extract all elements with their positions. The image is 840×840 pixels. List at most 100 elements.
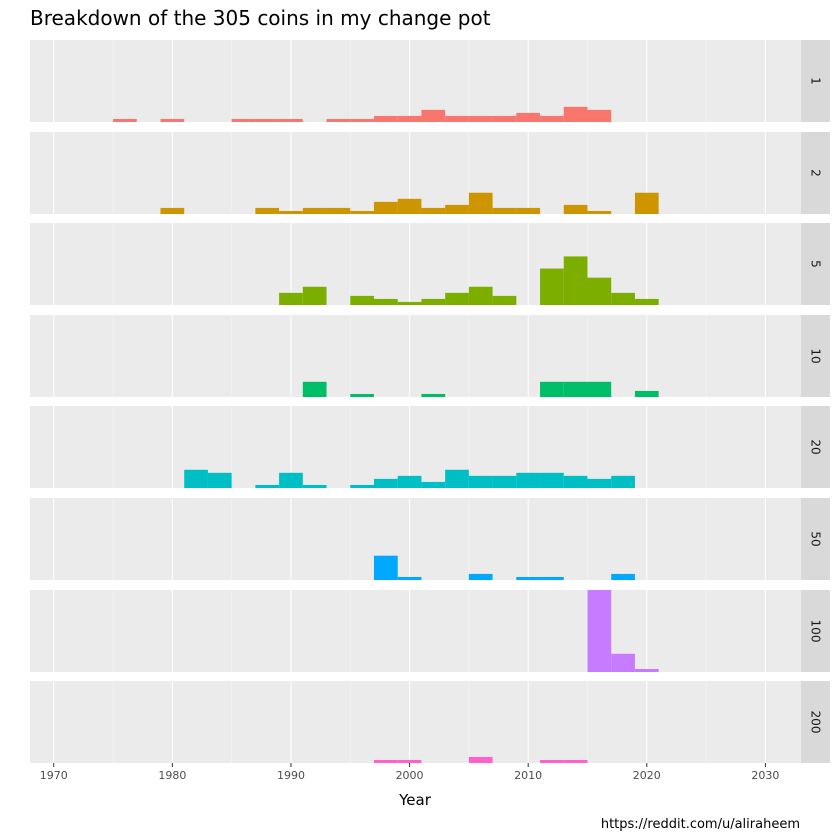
histogram-bar <box>587 277 612 305</box>
chart-title: Breakdown of the 305 coins in my change … <box>30 6 491 30</box>
facet-panel: 20 <box>30 406 830 488</box>
facet-panel: 50 <box>30 498 830 580</box>
facet-strip <box>801 681 830 763</box>
histogram-bar <box>445 115 469 122</box>
histogram-bar <box>421 207 446 214</box>
histogram-bar <box>492 295 517 305</box>
facet-strip <box>801 406 830 488</box>
histogram-bar <box>373 115 398 122</box>
histogram-bar <box>397 301 422 305</box>
histogram-bar <box>540 576 564 580</box>
histogram-bar <box>445 204 469 214</box>
x-tick-label: 1980 <box>158 769 186 782</box>
panel-background <box>30 498 801 580</box>
facet-panel: 5 <box>30 223 830 305</box>
histogram-bar <box>350 484 374 488</box>
panel-background <box>30 406 801 488</box>
histogram-bar <box>468 475 493 488</box>
caption: https://reddit.com/u/aliraheem <box>601 817 800 832</box>
x-tick-label: 1990 <box>277 769 305 782</box>
facet-strip <box>801 315 830 397</box>
facet-strip-label: 100 <box>809 620 823 643</box>
histogram-bar <box>634 298 659 305</box>
histogram-bar <box>634 668 659 672</box>
histogram-bar <box>373 759 398 763</box>
histogram-bar <box>279 472 303 488</box>
histogram-bar <box>516 472 541 488</box>
histogram-bar <box>563 106 588 122</box>
histogram-bar <box>540 472 564 488</box>
histogram-bar <box>540 268 564 305</box>
histogram-bar <box>421 298 446 305</box>
histogram-bar <box>587 210 612 214</box>
histogram-bar <box>397 198 422 214</box>
histogram-bar <box>302 207 327 214</box>
histogram-bar <box>587 109 612 122</box>
histogram-bar <box>397 759 422 763</box>
histogram-bar <box>540 381 564 397</box>
facet-strip-label: 1 <box>809 77 823 85</box>
histogram-bar <box>302 484 327 488</box>
histogram-bar <box>302 381 327 397</box>
facet-strip <box>801 132 830 214</box>
histogram-bar <box>326 118 351 122</box>
histogram-bar <box>113 118 137 122</box>
facet-strip-label: 10 <box>809 348 823 363</box>
histogram-bar <box>634 192 659 214</box>
histogram-bar <box>634 390 659 397</box>
facet-strip-label: 20 <box>809 439 823 454</box>
histogram-bar <box>421 109 446 122</box>
x-tick-label: 2030 <box>751 769 779 782</box>
facet-panel: 2 <box>30 132 830 214</box>
histogram-bar <box>516 207 541 214</box>
histogram-bar <box>540 759 564 763</box>
histogram-bar <box>516 112 541 122</box>
histogram-bar <box>468 192 493 214</box>
histogram-bar <box>611 653 635 672</box>
histogram-bar <box>587 381 612 397</box>
histogram-bar <box>279 210 303 214</box>
histogram-bar <box>468 756 493 763</box>
facet-strip <box>801 223 830 305</box>
facet-panels: 1 2 5 10 20 50 100 200 <box>30 40 830 763</box>
histogram-bar <box>563 204 588 214</box>
panel-background <box>30 681 801 763</box>
histogram-bar <box>587 478 612 488</box>
histogram-bar <box>397 576 422 580</box>
histogram-bar <box>255 484 280 488</box>
histogram-bar <box>207 472 232 488</box>
histogram-bar <box>587 590 612 672</box>
histogram-bar <box>326 207 351 214</box>
histogram-bar <box>255 118 280 122</box>
histogram-bar <box>350 393 374 397</box>
histogram-bar <box>184 469 208 488</box>
x-tick-label: 2010 <box>514 769 542 782</box>
x-tick-label: 2020 <box>633 769 661 782</box>
facet-strip <box>801 590 830 672</box>
panel-background <box>30 590 801 672</box>
histogram-bar <box>563 256 588 305</box>
x-axis-label: Year <box>398 791 432 809</box>
histogram-bar <box>279 292 303 305</box>
x-tick-label: 2000 <box>396 769 424 782</box>
facet-panel: 100 <box>30 590 830 672</box>
histogram-bar <box>468 573 493 580</box>
histogram-bar <box>373 555 398 580</box>
histogram-bar <box>160 118 185 122</box>
histogram-bar <box>611 573 635 580</box>
histogram-bar <box>373 298 398 305</box>
x-axis: 1970 1980 1990 2000 2010 2020 2030 <box>40 763 779 782</box>
histogram-bar <box>397 115 422 122</box>
histogram-bar <box>350 118 374 122</box>
histogram-bar <box>445 292 469 305</box>
histogram-bar <box>279 118 303 122</box>
panel-background <box>30 223 801 305</box>
histogram-bar <box>611 292 635 305</box>
histogram-bar <box>468 115 493 122</box>
facet-panel: 200 <box>30 681 830 763</box>
facet-strip-label: 50 <box>809 531 823 546</box>
histogram-bar <box>492 207 517 214</box>
facet-strip-label: 2 <box>809 169 823 177</box>
histogram-bar <box>421 481 446 488</box>
